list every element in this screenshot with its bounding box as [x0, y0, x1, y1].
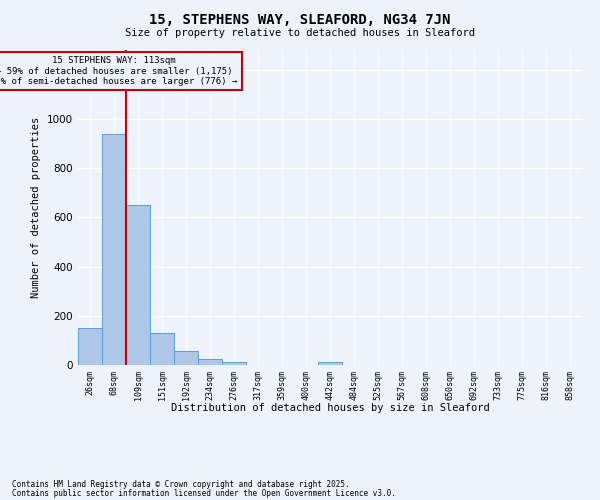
Bar	[318, 362, 342, 365]
Bar	[78, 328, 102, 365]
Bar	[102, 134, 126, 365]
Bar	[198, 359, 222, 365]
Bar	[150, 333, 174, 365]
Text: 15 STEPHENS WAY: 113sqm
← 59% of detached houses are smaller (1,175)
39% of semi: 15 STEPHENS WAY: 113sqm ← 59% of detache…	[0, 56, 238, 86]
Text: Contains public sector information licensed under the Open Government Licence v3: Contains public sector information licen…	[12, 489, 396, 498]
Y-axis label: Number of detached properties: Number of detached properties	[31, 117, 41, 298]
Text: Size of property relative to detached houses in Sleaford: Size of property relative to detached ho…	[125, 28, 475, 38]
Text: 15, STEPHENS WAY, SLEAFORD, NG34 7JN: 15, STEPHENS WAY, SLEAFORD, NG34 7JN	[149, 12, 451, 26]
Bar	[174, 352, 198, 365]
Text: Contains HM Land Registry data © Crown copyright and database right 2025.: Contains HM Land Registry data © Crown c…	[12, 480, 350, 489]
Bar	[222, 362, 246, 365]
X-axis label: Distribution of detached houses by size in Sleaford: Distribution of detached houses by size …	[170, 402, 490, 412]
Bar	[126, 205, 150, 365]
